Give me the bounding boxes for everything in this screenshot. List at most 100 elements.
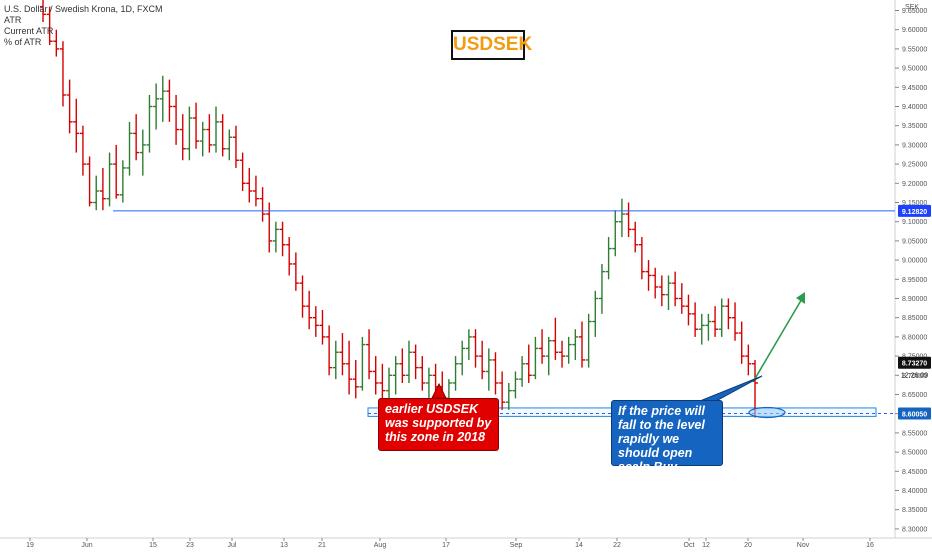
ohlc-bar	[59, 41, 66, 107]
ohlc-bar	[339, 333, 346, 376]
ohlc-bar	[525, 344, 532, 383]
y-tick-label: 9.10000	[902, 219, 927, 226]
ohlc-bar	[698, 313, 705, 345]
ohlc-bar	[672, 271, 679, 307]
y-tick-label: 8.30000	[902, 526, 927, 533]
ohlc-bar	[392, 356, 399, 395]
ohlc-bar	[738, 321, 745, 364]
target-ellipse	[748, 406, 786, 419]
indicator-pct-atr-label[interactable]: % of ATR	[4, 37, 42, 47]
ohlc-bar	[452, 356, 459, 391]
ohlc-bar	[685, 294, 692, 326]
ohlc-bar	[625, 202, 632, 238]
countdown-label: 12:26:09	[901, 373, 928, 380]
time-axis: 19 Jun 15 23 Jul 13 21 Aug 17 Sep 14 22 Oct 12 20 Nov 16	[0, 537, 932, 549]
ohlc-bar	[79, 125, 86, 176]
y-tick-label: 9.25000	[902, 162, 927, 169]
ohlc-bar	[565, 336, 572, 364]
ohlc-bar	[499, 371, 506, 410]
ohlc-bar	[299, 275, 306, 318]
x-tick-label: 23	[186, 542, 194, 549]
ohlc-bar	[153, 83, 160, 130]
ohlc-bar	[539, 329, 546, 364]
ohlc-bar	[479, 340, 486, 380]
ohlc-bar	[745, 344, 752, 376]
current-price-tag-bg	[898, 356, 931, 369]
y-tick-label: 9.60000	[902, 27, 927, 34]
ohlc-bar	[319, 310, 326, 345]
ohlc-bar	[459, 340, 466, 376]
ohlc-bar	[552, 317, 559, 360]
ohlc-bar	[512, 371, 519, 399]
ohlc-bar	[692, 302, 699, 337]
ohlc-bar	[718, 298, 725, 337]
ohlc-bar	[206, 114, 213, 153]
ohlc-bar	[46, 6, 53, 46]
y-tick-label: 9.50000	[902, 66, 927, 73]
indicator-atr-label[interactable]: ATR	[4, 15, 22, 25]
support-price-tag: 8.60050	[902, 412, 927, 419]
y-tick-label: 8.95000	[902, 277, 927, 284]
ohlc-bar	[40, 0, 46, 23]
resistance-price-tag: 9.12820	[902, 209, 927, 216]
x-tick-label: 17	[442, 542, 450, 549]
y-tick-label: 8.85000	[902, 315, 927, 322]
ohlc-bar	[146, 94, 153, 153]
ohlc-bar	[572, 329, 579, 360]
support-price-tag-bg	[898, 407, 931, 420]
ohlc-bar	[326, 325, 333, 376]
symbol-legend[interactable]: U.S. Dollar / Swedish Krona, 1D, FXCM	[4, 4, 163, 14]
price-tags: 9.12820 8.73270 12:26:09 8.60050	[898, 204, 931, 420]
ohlc-bar	[193, 102, 200, 149]
ohlc-bar	[425, 367, 432, 399]
ohlc-bar	[559, 340, 566, 368]
ohlc-bar	[578, 321, 585, 368]
ohlc-bar	[126, 121, 133, 176]
ohlc-bar	[618, 198, 625, 238]
y-tick-label: 9.45000	[902, 85, 927, 92]
ohlc-bar	[199, 121, 206, 157]
ohlc-bar	[226, 129, 233, 161]
indicator-current-atr-label[interactable]: Current ATR	[4, 26, 54, 36]
x-tick-label: 21	[318, 542, 326, 549]
ohlc-bar	[186, 106, 193, 161]
ohlc-bar	[93, 175, 100, 211]
ohlc-bar	[752, 359, 758, 418]
ohlc-bar	[286, 237, 293, 276]
ohlc-bar	[612, 210, 619, 257]
buy-arrow-line	[752, 296, 804, 383]
ohlc-bar	[472, 329, 479, 368]
ohlc-bar	[725, 298, 732, 330]
ohlc-bar	[645, 260, 652, 291]
y-tick-label: 8.50000	[902, 450, 927, 457]
trade-idea-callout[interactable]: If the price will fall to the level rapi…	[611, 400, 723, 474]
x-tick-label: 12	[702, 542, 710, 549]
ohlc-bar	[492, 352, 499, 395]
ohlc-bar	[366, 329, 373, 380]
ohlc-bar	[379, 363, 386, 403]
x-tick-label: Nov	[797, 542, 810, 549]
ohlc-bar	[66, 79, 73, 134]
ohlc-bar	[306, 290, 313, 330]
ohlc-bar	[359, 336, 366, 391]
x-tick-label: 20	[744, 542, 752, 549]
blue-callout-pointer	[699, 375, 763, 402]
ohlc-bar	[166, 79, 173, 122]
ohlc-bar	[259, 187, 266, 222]
ohlc-bar	[665, 275, 672, 311]
x-tick-label: 19	[26, 542, 34, 549]
y-tick-label: 8.40000	[902, 488, 927, 495]
ohlc-bar	[139, 129, 146, 176]
price-axis-bg	[895, 0, 932, 550]
support-history-callout[interactable]: earlier USDSEK was supported by this zon…	[378, 398, 499, 451]
ohlc-bar	[598, 263, 605, 314]
title-text-box[interactable]: USDSEK	[451, 30, 532, 60]
ohlc-bar	[592, 290, 599, 337]
ohlc-bar	[73, 98, 80, 153]
ohlc-bar	[53, 29, 60, 57]
y-tick-label: 9.05000	[902, 238, 927, 245]
ohlc-bar	[532, 336, 539, 380]
ohlc-bar	[86, 156, 93, 207]
